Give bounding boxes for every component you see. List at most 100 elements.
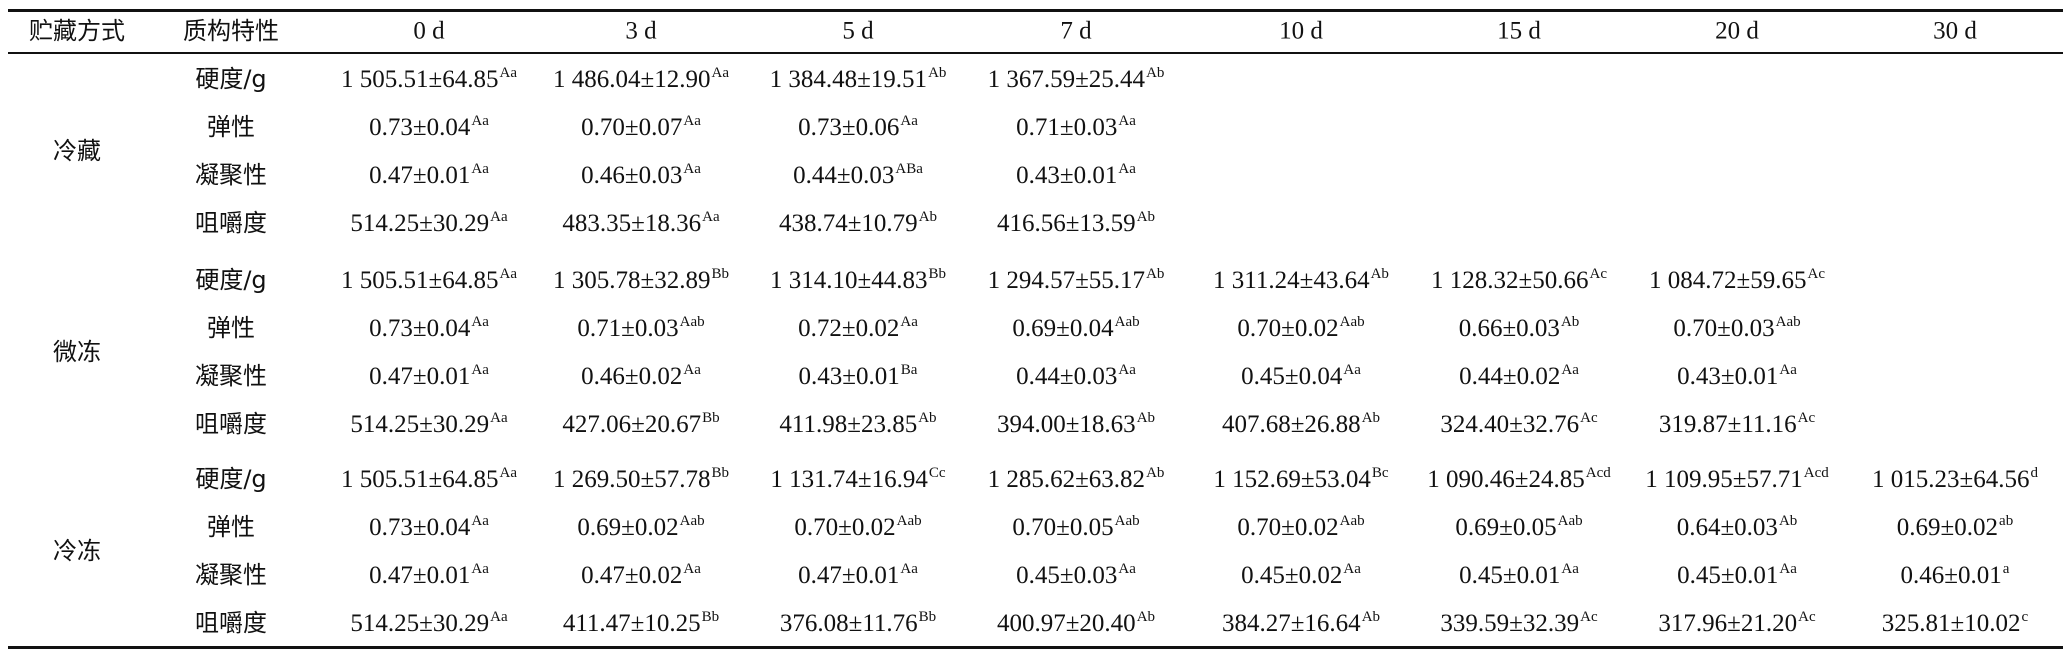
value: 0.69±0.04 (1012, 315, 1114, 342)
value-cell: 0.43±0.01Ba (798, 362, 918, 390)
significance: Ab (1146, 465, 1165, 481)
value: 0.72±0.02 (798, 315, 900, 342)
property-name: 弹性 (207, 513, 255, 541)
significance: Bb (702, 410, 720, 426)
value-cell: 0.69±0.05Aab (1455, 514, 1582, 541)
value-cell: 1 294.57±55.17Ab (987, 266, 1165, 294)
value-cell: 1 269.50±57.78Bb (553, 465, 729, 493)
value: 376.08±11.76 (779, 610, 918, 637)
value-cell: 0.46±0.03Aa (581, 161, 701, 189)
value-cell: 0.47±0.02Aa (581, 561, 701, 589)
value: 384.27±16.64 (1221, 610, 1361, 637)
value-cell: 1 084.72±59.65Ac (1649, 267, 1825, 294)
value-cell: 483.35±18.36Aa (562, 210, 719, 237)
value: 0.45±0.02 (1241, 562, 1343, 589)
significance: Aa (471, 113, 489, 129)
value: 0.73±0.04 (369, 514, 471, 541)
value-cell: 1 131.74±16.94Cc (770, 466, 945, 493)
value-cell: 0.47±0.01Aa (369, 162, 489, 189)
value-cell: 400.97±20.40Ab (996, 610, 1155, 637)
significance: Aab (896, 513, 922, 529)
value-cell: 384.27±16.64Ab (1221, 610, 1380, 637)
value: 1 294.57±55.17 (987, 267, 1146, 294)
value: 400.97±20.40 (996, 610, 1136, 637)
value: 0.43±0.01 (1677, 363, 1779, 390)
value-cell: 411.98±23.85Ab (779, 411, 936, 438)
significance: Aa (683, 113, 701, 129)
value: 0.46±0.01 (1900, 562, 2002, 589)
value-cell: 324.40±32.76Ac (1440, 411, 1597, 438)
group-name: 冷冻 (53, 537, 101, 565)
significance: Aab (679, 513, 705, 529)
value: 0.45±0.03 (1016, 562, 1118, 589)
value-cell: 376.08±11.76Bb (779, 610, 936, 637)
value: 1 384.48±19.51 (769, 66, 928, 93)
header-cell: 0 d (413, 17, 445, 45)
value: 0.43±0.01 (798, 363, 900, 390)
value-cell: 0.72±0.02Aa (798, 314, 918, 342)
significance: Aa (683, 561, 701, 577)
value: 0.47±0.02 (581, 562, 683, 589)
significance: Ba (900, 362, 918, 378)
value-cell: 0.71±0.03Aa (1016, 113, 1136, 141)
value: 1 505.51±64.85 (341, 267, 499, 294)
value: 0.70±0.07 (581, 114, 683, 141)
value: 0.46±0.02 (581, 363, 683, 390)
value-cell: 416.56±13.59Ab (997, 210, 1155, 237)
value-cell: 0.44±0.02Aa (1459, 363, 1579, 390)
value: 411.47±10.25 (562, 610, 701, 637)
value-cell: 394.00±18.63Ab (996, 411, 1155, 438)
property-name: 硬度/g (195, 65, 267, 93)
property-name: 硬度/g (195, 266, 267, 294)
value-cell: 1 090.46±24.85Acd (1427, 466, 1610, 493)
significance: Bb (711, 465, 729, 481)
value: 0.73±0.04 (369, 315, 471, 342)
value: 394.00±18.63 (996, 411, 1136, 438)
value: 1 505.51±64.85 (341, 466, 499, 493)
value-cell: 0.70±0.02Aab (1237, 315, 1364, 342)
value: 1 090.46±24.85 (1427, 466, 1585, 493)
significance: Ab (1146, 266, 1165, 282)
header-cell: 7 d (1060, 17, 1092, 45)
property-name: 硬度/g (195, 465, 267, 493)
value: 0.70±0.02 (794, 514, 896, 541)
value-cell: 325.81±10.02c (1881, 610, 2028, 637)
value-cell: 1 015.23±64.56d (1872, 466, 2038, 493)
significance: Aa (471, 314, 489, 330)
value: 514.25±30.29 (350, 411, 490, 438)
significance: Aa (1118, 113, 1136, 129)
significance: a (2002, 561, 2010, 577)
significance: Aab (1775, 314, 1801, 330)
value-cell: 1 486.04±12.90Aa (553, 66, 729, 93)
value-cell: 1 505.51±64.85Aa (341, 66, 517, 93)
value: 0.44±0.03 (793, 162, 895, 189)
value-cell: 407.68±26.88Ab (1222, 411, 1380, 438)
significance: Ab (1370, 266, 1389, 282)
value: 1 269.50±57.78 (553, 466, 711, 493)
value-cell: 0.46±0.02Aa (581, 363, 701, 390)
significance: Aab (1339, 513, 1365, 529)
value: 0.44±0.03 (1016, 363, 1118, 390)
value-cell: 0.64±0.03Ab (1677, 513, 1798, 541)
value: 0.44±0.02 (1459, 363, 1561, 390)
value-cell: 1 505.51±64.85Aa (341, 465, 517, 493)
significance: Aa (900, 314, 918, 330)
value: 1 505.51±64.85 (341, 66, 499, 93)
significance: Acd (1803, 465, 1829, 481)
significance: Ab (1560, 314, 1580, 330)
significance: Bb (701, 609, 720, 625)
value: 0.73±0.06 (798, 114, 900, 141)
significance: Aa (490, 209, 508, 225)
significance: Ac (1797, 410, 1816, 426)
value-cell: 0.69±0.04Aab (1012, 315, 1139, 342)
value: 0.73±0.04 (369, 114, 471, 141)
value-cell: 317.96±21.20Ac (1658, 610, 1815, 637)
significance: Ab (1778, 513, 1798, 529)
significance: Aa (683, 161, 701, 177)
value: 325.81±10.02 (1881, 610, 2021, 637)
value-cell: 0.70±0.07Aa (581, 113, 701, 141)
header-cell: 5 d (842, 17, 874, 45)
value-cell: 411.47±10.25Bb (562, 609, 720, 637)
value-cell: 1 305.78±32.89Bb (553, 267, 729, 294)
significance: Aa (499, 465, 517, 481)
